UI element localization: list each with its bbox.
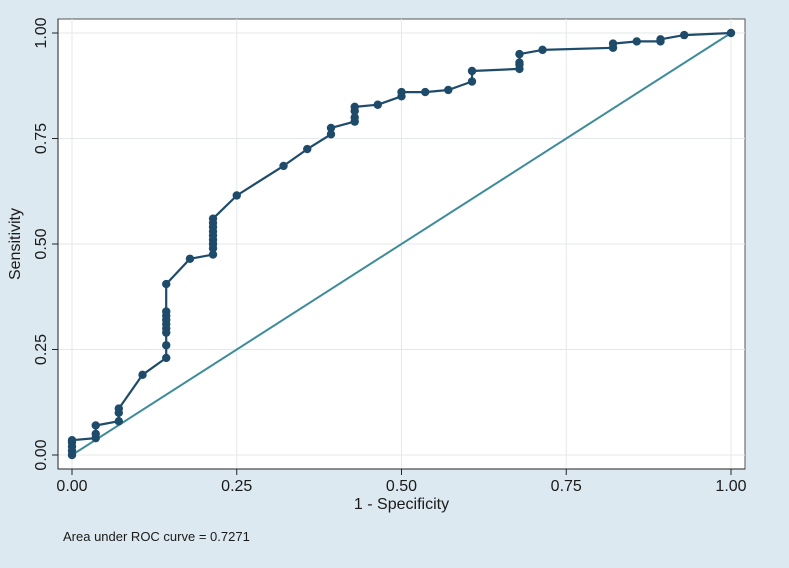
roc-point bbox=[680, 30, 689, 40]
roc-point bbox=[326, 130, 336, 139]
roc-point bbox=[67, 436, 77, 445]
roc-point bbox=[208, 214, 218, 223]
roc-point bbox=[279, 161, 288, 171]
roc-point bbox=[91, 429, 100, 439]
y-axis-title: Sensitivity bbox=[7, 208, 24, 280]
roc-point bbox=[538, 45, 547, 55]
tick-labels: 0.00 0.25 0.50 0.75 1.00 0.00 0.25 0.50 0.75 1.00 bbox=[33, 17, 747, 495]
y-tick-label: 0.75 bbox=[33, 123, 50, 154]
roc-point bbox=[373, 100, 382, 109]
roc-point bbox=[515, 58, 524, 67]
roc-point bbox=[185, 254, 195, 263]
x-tick-label: 1.00 bbox=[715, 478, 746, 495]
roc-point bbox=[350, 113, 359, 122]
roc-point bbox=[656, 35, 665, 44]
y-tick-label: 1.00 bbox=[33, 17, 50, 48]
roc-point bbox=[232, 191, 241, 200]
roc-point bbox=[162, 307, 171, 316]
roc-point bbox=[397, 87, 406, 97]
roc-point bbox=[91, 421, 100, 430]
y-tick-label: 0.00 bbox=[33, 439, 50, 470]
roc-point bbox=[726, 28, 736, 38]
x-tick-label: 0.00 bbox=[56, 478, 87, 495]
x-tick-label: 0.25 bbox=[221, 478, 252, 495]
roc-point bbox=[608, 39, 618, 48]
auc-note: Area under ROC curve = 0.7271 bbox=[63, 529, 250, 544]
reference-line bbox=[71, 32, 732, 456]
roc-point bbox=[114, 404, 123, 413]
x-tick-label: 0.75 bbox=[551, 478, 582, 495]
grid-lines bbox=[58, 19, 745, 469]
y-tick-label: 0.25 bbox=[33, 334, 50, 365]
roc-point bbox=[444, 85, 453, 95]
roc-point bbox=[162, 341, 171, 350]
roc-point bbox=[515, 49, 524, 59]
roc-point bbox=[326, 123, 336, 133]
reference-line-layer bbox=[71, 32, 732, 456]
roc-point bbox=[350, 102, 359, 112]
y-tick-label: 0.50 bbox=[33, 228, 50, 259]
roc-point bbox=[632, 37, 641, 46]
roc-point bbox=[303, 144, 312, 154]
roc-point bbox=[467, 66, 477, 76]
x-axis-title: 1 - Specificity bbox=[354, 496, 449, 513]
roc-point bbox=[114, 417, 123, 426]
roc-curve-layer bbox=[67, 28, 736, 460]
roc-point bbox=[162, 353, 171, 363]
axes bbox=[52, 19, 745, 475]
roc-point bbox=[208, 250, 218, 259]
roc-point bbox=[467, 77, 477, 86]
roc-point bbox=[162, 279, 171, 289]
roc-point bbox=[421, 87, 430, 97]
x-tick-label: 0.50 bbox=[386, 478, 417, 495]
roc-point bbox=[138, 370, 147, 380]
